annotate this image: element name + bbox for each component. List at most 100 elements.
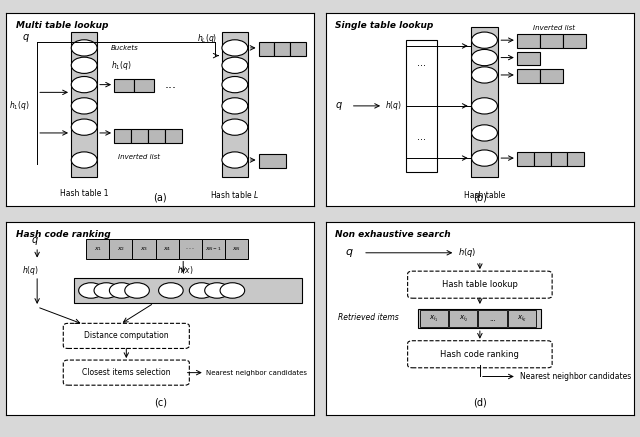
Circle shape xyxy=(205,283,229,298)
Circle shape xyxy=(472,32,497,49)
Bar xyxy=(275,42,291,55)
Bar xyxy=(449,310,477,327)
Text: ...: ... xyxy=(489,316,496,322)
Text: $x_4$: $x_4$ xyxy=(163,245,172,253)
Text: ...: ... xyxy=(165,78,177,91)
Text: Hash table: Hash table xyxy=(464,191,505,200)
Circle shape xyxy=(71,57,97,73)
Text: Multi table lookup: Multi table lookup xyxy=(15,21,108,30)
Bar xyxy=(71,32,97,177)
Circle shape xyxy=(222,119,248,135)
Text: $h(x)$: $h(x)$ xyxy=(177,264,194,276)
Bar xyxy=(259,42,275,55)
Bar xyxy=(179,239,202,259)
Bar xyxy=(550,152,568,166)
Bar xyxy=(516,35,540,48)
Bar xyxy=(470,27,499,177)
Bar xyxy=(134,79,154,92)
Text: $h(q)$: $h(q)$ xyxy=(458,246,477,259)
Bar xyxy=(148,129,164,142)
Text: $x_{i_2}$: $x_{i_2}$ xyxy=(458,313,468,323)
Text: $q$: $q$ xyxy=(22,32,29,44)
Bar xyxy=(74,278,301,303)
Circle shape xyxy=(472,125,497,141)
Circle shape xyxy=(222,57,248,73)
Circle shape xyxy=(71,40,97,56)
Text: Buckets: Buckets xyxy=(111,45,139,51)
Circle shape xyxy=(71,152,97,168)
Bar xyxy=(114,79,134,92)
Text: $x_N$: $x_N$ xyxy=(232,245,241,253)
Text: Non exhaustive search: Non exhaustive search xyxy=(335,229,451,239)
Text: $q$: $q$ xyxy=(31,235,39,247)
Bar xyxy=(86,239,109,259)
Text: $h(q)$: $h(q)$ xyxy=(22,264,39,277)
Bar xyxy=(508,310,536,327)
Text: $h(q)$: $h(q)$ xyxy=(385,99,401,112)
FancyBboxPatch shape xyxy=(63,360,189,385)
Text: $x_2$: $x_2$ xyxy=(117,245,125,253)
Bar xyxy=(114,129,131,142)
Bar xyxy=(478,310,507,327)
Bar xyxy=(259,154,286,168)
Text: Hash table 1: Hash table 1 xyxy=(60,189,108,198)
Text: $x_{N-1}$: $x_{N-1}$ xyxy=(205,245,221,253)
Text: $...$: $...$ xyxy=(185,246,195,251)
Text: Hash code ranking: Hash code ranking xyxy=(440,350,519,359)
Bar xyxy=(540,69,563,83)
Bar xyxy=(291,42,307,55)
Circle shape xyxy=(222,40,248,56)
Text: $x_{i_K}$: $x_{i_K}$ xyxy=(516,313,527,323)
FancyBboxPatch shape xyxy=(408,271,552,298)
Bar xyxy=(516,52,540,65)
Bar xyxy=(156,239,179,259)
Text: $h_1(q)$: $h_1(q)$ xyxy=(111,59,132,72)
Circle shape xyxy=(71,76,97,93)
Text: $x_1$: $x_1$ xyxy=(93,245,102,253)
Text: Single table lookup: Single table lookup xyxy=(335,21,434,30)
Circle shape xyxy=(159,283,183,298)
Text: (a): (a) xyxy=(154,193,167,202)
Bar xyxy=(516,152,534,166)
Circle shape xyxy=(79,283,103,298)
Circle shape xyxy=(189,283,214,298)
Circle shape xyxy=(94,283,118,298)
Bar xyxy=(540,35,563,48)
Bar xyxy=(568,152,584,166)
Bar xyxy=(516,69,540,83)
Bar xyxy=(563,35,586,48)
Text: (d): (d) xyxy=(473,397,487,407)
Text: (b): (b) xyxy=(473,193,487,202)
Text: Distance computation: Distance computation xyxy=(84,331,168,340)
Text: $x_{i_1}$: $x_{i_1}$ xyxy=(429,313,439,323)
Circle shape xyxy=(71,119,97,135)
Bar xyxy=(109,239,132,259)
Text: Nearest neighbor candidates: Nearest neighbor candidates xyxy=(520,372,631,381)
Text: Hash table lookup: Hash table lookup xyxy=(442,280,518,289)
Text: Retrieved items: Retrieved items xyxy=(339,313,399,322)
Text: $h_L(q)$: $h_L(q)$ xyxy=(197,32,217,45)
Text: Inverted list: Inverted list xyxy=(532,25,575,31)
Text: $q$: $q$ xyxy=(335,100,343,112)
Bar xyxy=(202,239,225,259)
Bar xyxy=(420,310,448,327)
Text: Hash code ranking: Hash code ranking xyxy=(15,229,110,239)
Bar xyxy=(419,309,541,328)
Bar xyxy=(164,129,182,142)
Circle shape xyxy=(472,150,497,166)
Bar xyxy=(406,40,437,172)
Text: Hash table $L$: Hash table $L$ xyxy=(211,189,259,200)
Bar xyxy=(132,239,156,259)
Circle shape xyxy=(222,76,248,93)
Text: $x_3$: $x_3$ xyxy=(140,245,148,253)
Bar xyxy=(225,239,248,259)
Circle shape xyxy=(472,49,497,66)
FancyBboxPatch shape xyxy=(408,341,552,368)
Text: Closest items selection: Closest items selection xyxy=(82,368,170,377)
Bar xyxy=(131,129,148,142)
Text: $h_1(q)$: $h_1(q)$ xyxy=(10,99,30,112)
Text: ...: ... xyxy=(417,59,426,68)
Circle shape xyxy=(220,283,244,298)
Bar xyxy=(221,32,248,177)
Text: (c): (c) xyxy=(154,397,166,407)
